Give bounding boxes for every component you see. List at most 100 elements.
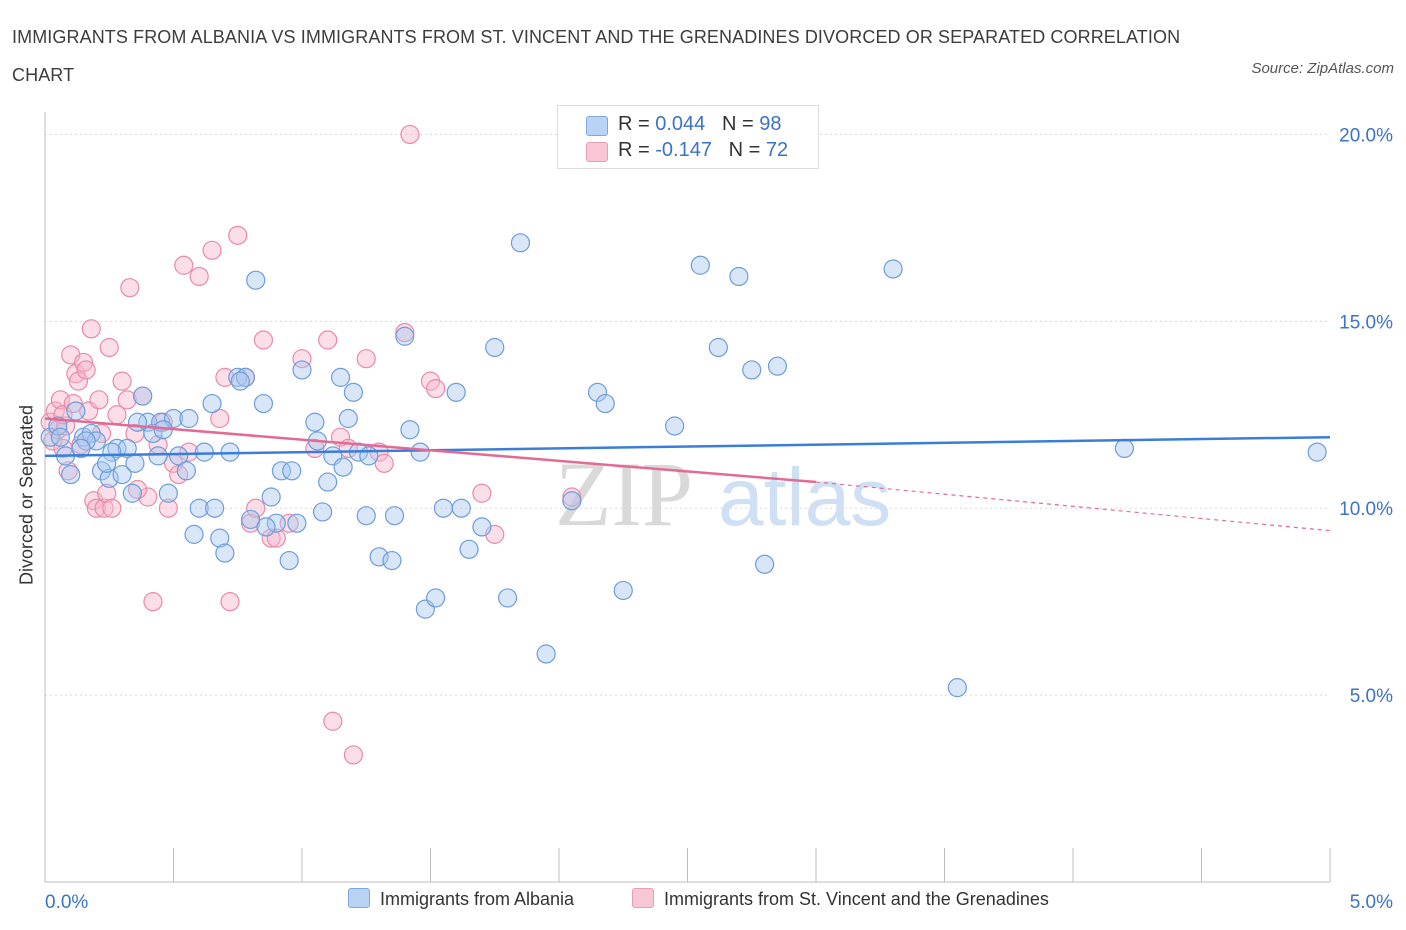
- point-albania: [767, 356, 788, 376]
- point-albania: [112, 464, 132, 485]
- point-albania: [1307, 442, 1327, 462]
- point-albania: [690, 255, 710, 275]
- watermark: ZIP atlas: [555, 443, 891, 545]
- point-albania: [384, 506, 405, 526]
- legend-albania-n-label: N =: [721, 113, 754, 135]
- y-tick-label: 5.0%: [1350, 686, 1393, 707]
- point-albania: [205, 498, 225, 518]
- point-albania: [107, 438, 127, 459]
- point-albania: [446, 382, 466, 402]
- point-stvincent: [97, 483, 117, 503]
- point-albania: [194, 442, 214, 462]
- bottom-swatch-stvincent: [632, 888, 654, 908]
- point-albania: [256, 517, 276, 537]
- point-albania: [133, 386, 153, 406]
- point-stvincent: [318, 330, 338, 350]
- point-albania: [50, 427, 71, 447]
- point-albania: [451, 498, 471, 518]
- point-albania: [305, 412, 325, 432]
- y-tick-label: 10.0%: [1339, 499, 1393, 520]
- point-albania: [287, 513, 307, 533]
- point-albania: [510, 233, 531, 253]
- point-albania: [261, 487, 281, 507]
- point-stvincent: [50, 390, 71, 410]
- trendline-stvincent: [44, 417, 817, 484]
- x-tick-label: 0.0%: [45, 892, 88, 913]
- point-stvincent: [426, 379, 446, 399]
- point-stvincent: [120, 278, 140, 298]
- point-stvincent: [86, 498, 107, 518]
- y-tick-label: 20.0%: [1339, 125, 1393, 146]
- point-albania: [241, 509, 261, 530]
- point-stvincent: [323, 711, 343, 731]
- point-stvincent: [117, 390, 137, 410]
- point-albania: [330, 367, 351, 387]
- point-stvincent: [89, 390, 109, 410]
- point-albania: [86, 431, 107, 451]
- point-albania: [395, 326, 415, 346]
- point-stvincent: [143, 592, 163, 612]
- point-albania: [587, 382, 608, 402]
- point-stvincent: [66, 364, 86, 384]
- bottom-legend-albania: Immigrants from Albania: [348, 888, 574, 916]
- point-albania: [246, 270, 266, 290]
- point-albania: [176, 461, 196, 481]
- point-stvincent: [261, 528, 281, 548]
- point-albania: [595, 393, 615, 414]
- point-albania: [61, 464, 81, 485]
- trendline-stvincent-extension: [815, 481, 1331, 532]
- point-albania: [708, 337, 728, 358]
- point-albania: [338, 408, 358, 429]
- y-tick-label: 15.0%: [1339, 312, 1393, 333]
- x-tick-label: 5.0%: [1350, 892, 1393, 913]
- trend-layer: [44, 417, 1331, 532]
- point-stvincent: [174, 255, 194, 275]
- point-albania: [356, 506, 376, 526]
- bottom-legend-stvincent-label: Immigrants from St. Vincent and the Gren…: [664, 889, 1049, 909]
- point-albania: [318, 472, 338, 492]
- point-albania: [292, 360, 312, 380]
- point-albania: [66, 401, 86, 421]
- point-stvincent: [138, 487, 158, 507]
- point-stvincent: [356, 349, 376, 369]
- grid-layer: [45, 133, 1330, 696]
- point-albania: [48, 416, 68, 436]
- point-albania: [613, 580, 633, 601]
- point-albania: [253, 393, 274, 414]
- point-albania: [754, 554, 775, 574]
- point-stvincent: [374, 453, 394, 473]
- point-albania: [883, 259, 903, 279]
- point-stvincent: [127, 479, 148, 500]
- point-albania: [359, 446, 379, 466]
- point-stvincent: [253, 330, 274, 350]
- point-albania: [235, 367, 256, 387]
- point-albania: [472, 517, 492, 537]
- point-albania: [279, 550, 299, 571]
- point-albania: [125, 453, 145, 473]
- legend-swatch-albania: [586, 116, 608, 136]
- point-stvincent: [228, 225, 248, 245]
- point-albania: [122, 483, 142, 503]
- legend-swatch-stvincent: [586, 142, 608, 162]
- point-albania: [426, 588, 446, 608]
- legend-albania-r-value: 0.044: [655, 113, 706, 135]
- bottom-legend-stvincent: Immigrants from St. Vincent and the Gren…: [632, 888, 1049, 916]
- point-stvincent: [112, 371, 132, 391]
- legend-stvincent-r-value: -0.147: [655, 139, 712, 161]
- point-albania: [71, 438, 91, 459]
- point-albania: [99, 468, 119, 488]
- point-albania: [40, 427, 60, 447]
- point-albania: [947, 678, 967, 698]
- point-albania: [102, 442, 122, 462]
- point-albania: [215, 543, 235, 563]
- point-stvincent: [81, 319, 101, 339]
- legend-stvincent-n-label: N =: [728, 139, 761, 161]
- point-albania: [343, 382, 363, 402]
- point-albania: [312, 502, 333, 522]
- point-albania: [433, 498, 453, 518]
- point-albania: [148, 446, 168, 466]
- point-albania: [665, 416, 685, 436]
- point-stvincent: [102, 498, 122, 518]
- point-albania: [1114, 438, 1135, 459]
